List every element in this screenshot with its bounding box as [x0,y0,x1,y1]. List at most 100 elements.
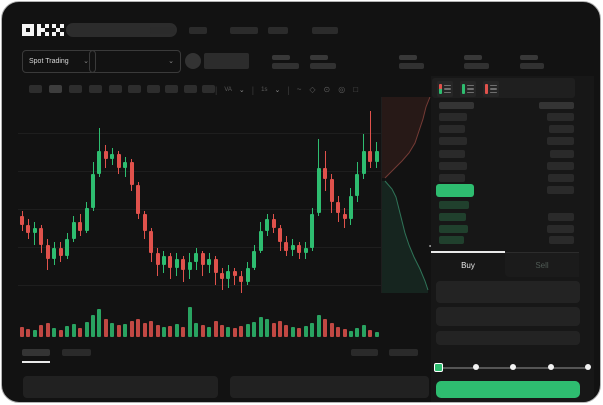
buy-submit-button[interactable] [436,381,580,398]
candle-body [136,185,141,214]
volume-bar [65,326,70,337]
tab-sell[interactable]: Sell [505,253,579,277]
stat-label-skeleton [399,55,417,60]
chart-toolbar-right: | VA ⌄ | 1s ⌄ | ~ ◇ ⊙ ◎ □ [215,84,358,96]
line-style-icon[interactable]: ~ [296,85,302,94]
candle-body [200,253,205,265]
tab-buy[interactable]: Buy [431,253,505,277]
orderbook-both-view-icon[interactable] [437,81,453,97]
candle-body [142,213,147,231]
slider-stop[interactable] [472,364,479,370]
volume-bar [123,324,128,337]
volume-bar [220,325,224,337]
timeframe-button[interactable] [49,85,62,93]
chart-bottom-tab[interactable] [62,349,91,356]
camera-icon[interactable]: ⊙ [323,85,331,94]
market-type-label: Spot Trading [29,58,69,65]
fullscreen-icon[interactable]: □ [353,85,359,94]
slider-handle[interactable] [434,363,443,372]
candle-body [97,150,102,174]
timeframe-button[interactable] [147,85,160,93]
timeframe-button[interactable] [184,85,197,93]
ask-price-skeleton[interactable] [439,174,465,182]
amount-input[interactable] [436,307,580,326]
ask-price-skeleton[interactable] [439,113,467,121]
volume-bar [278,321,282,337]
orderbook-header-price [439,102,474,109]
slider-stop[interactable] [585,364,591,370]
chart-bottom-control[interactable] [389,349,418,356]
volume-bar [323,319,328,337]
candle-body [194,253,199,262]
nav-item-skeleton[interactable] [230,27,258,34]
volume-bar [265,319,270,337]
search-input[interactable] [66,23,177,37]
draw-icon[interactable]: ◇ [309,85,316,94]
candle-body [207,259,212,265]
total-input[interactable] [436,331,580,345]
market-type-dropdown[interactable]: Spot Trading ⌄ [22,50,96,73]
chevron-down-icon[interactable]: ⌄ [274,86,281,94]
chart-bottom-control[interactable] [351,349,378,356]
candle-body [239,276,244,282]
volume-bar [252,322,257,337]
orderbook-asks-view-icon[interactable] [483,81,499,97]
interval-dropdown[interactable]: 1s [261,87,268,93]
timeframe-button[interactable] [109,85,122,93]
volume-bar [52,328,57,337]
nav-item-skeleton[interactable] [189,27,207,34]
candle-body [252,250,257,268]
candle-wick [234,267,236,285]
volume-bar [226,327,231,337]
timeframe-button[interactable] [202,85,215,93]
chart-bottom-tab[interactable] [22,349,50,356]
pair-selector-dropdown[interactable]: ⌄ [89,50,181,73]
orderbook-bids-view-icon[interactable] [460,81,476,97]
timeframe-button[interactable] [165,85,178,93]
bid-price-skeleton[interactable] [439,236,464,245]
candle-body [316,167,321,214]
price-input[interactable] [436,281,580,303]
timeframe-button[interactable] [69,85,82,93]
nav-item-skeleton[interactable] [150,27,175,34]
nav-item-skeleton[interactable] [312,27,338,34]
bottom-panel-right[interactable] [230,376,429,398]
nav-item-skeleton[interactable] [268,27,288,34]
candlestick-chart[interactable] [18,99,382,341]
chevron-down-icon[interactable]: ⌄ [238,86,245,94]
ask-price-skeleton[interactable] [439,125,465,134]
volume-bar [187,307,192,337]
timeframe-button[interactable] [29,85,42,93]
volume-bar [136,319,141,337]
slider-stop[interactable] [547,364,554,370]
bid-price-skeleton[interactable] [439,212,466,221]
tab-buy-label: Buy [461,260,475,270]
volume-bar [342,329,347,337]
volume-bar [110,323,115,337]
candle-body [58,247,63,257]
settings-icon[interactable]: ◎ [338,85,346,94]
candle-body [368,150,373,163]
bid-price-skeleton[interactable] [439,224,468,233]
bid-price-skeleton[interactable] [439,201,469,209]
ask-price-skeleton[interactable] [439,137,467,146]
candle-body [361,150,366,174]
gridline [18,247,382,248]
amount-percent-slider[interactable] [434,363,591,373]
volume-bar [310,323,315,337]
candle-body [39,227,44,245]
slider-stop[interactable] [510,364,516,370]
divider: | [215,85,218,95]
bottom-panel-left[interactable] [23,376,218,398]
ask-price-skeleton[interactable] [439,161,467,170]
candle-body [78,222,83,231]
last-price-badge[interactable] [436,184,474,197]
candle-body [187,261,192,271]
volume-bar [290,327,295,337]
indicator-dropdown[interactable]: VA [224,87,232,93]
ask-price-skeleton[interactable] [439,149,465,158]
volume-bar [168,326,173,337]
timeframe-button[interactable] [89,85,102,93]
timeframe-button[interactable] [128,85,141,93]
